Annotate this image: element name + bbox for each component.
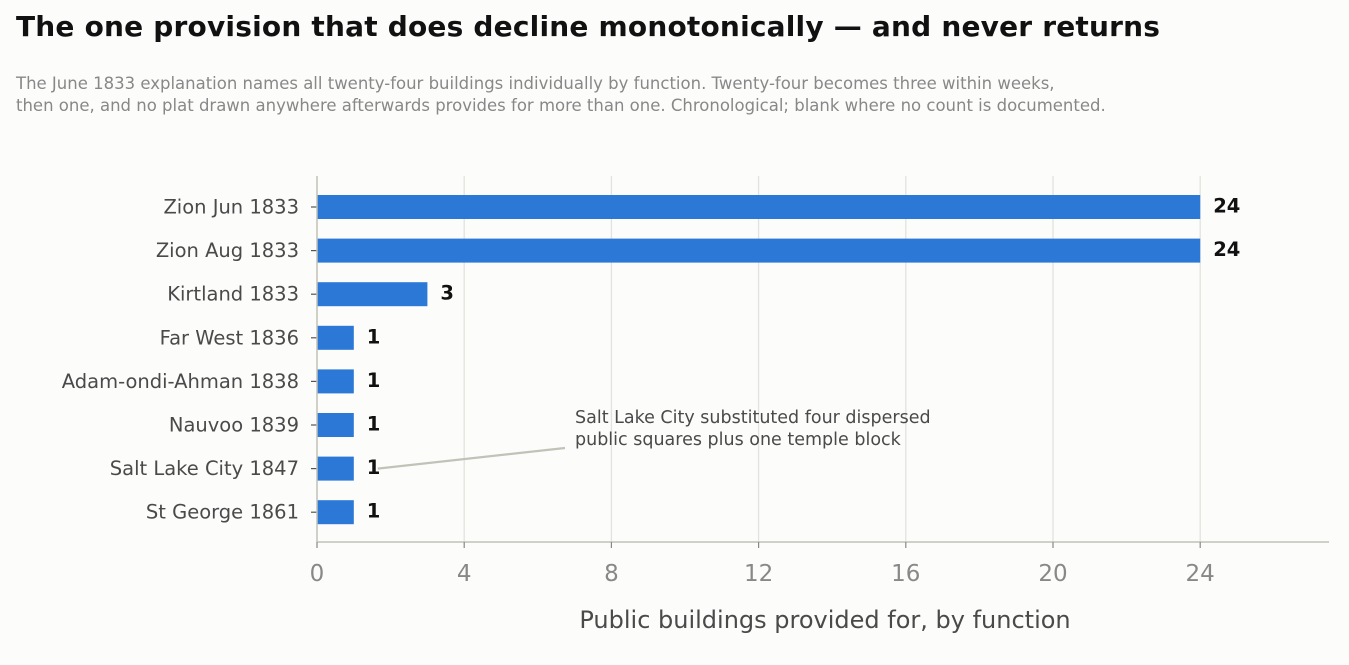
labels: Zion Jun 1833 24 Zion Aug 1833 24 Kirtland 1…	[62, 195, 1241, 635]
annotation-text-line: public squares plus one temple block	[575, 430, 902, 450]
category-label: St George 1861	[146, 501, 299, 524]
category-label: Salt Lake City 1847	[110, 457, 299, 480]
bar	[317, 195, 1201, 219]
bar	[317, 282, 428, 307]
x-tick-label: 4	[457, 561, 472, 587]
chart-title: The one provision that does decline mono…	[16, 10, 1161, 43]
annotation-leader-line	[377, 446, 566, 470]
bar	[317, 325, 354, 350]
bar	[317, 500, 354, 525]
grid-lines	[463, 176, 1201, 542]
bar	[317, 456, 354, 481]
value-label: 24	[1213, 238, 1240, 261]
bar	[317, 238, 1201, 263]
x-tick-label: 20	[1038, 561, 1067, 587]
subtitle-line-2: then one, and no plat drawn anywhere aft…	[16, 96, 1106, 115]
category-label: Zion Aug 1833	[156, 239, 299, 262]
bar	[317, 369, 354, 394]
axes	[311, 176, 1329, 548]
bars	[317, 195, 1201, 525]
value-label: 1	[367, 413, 381, 436]
value-label: 1	[367, 456, 381, 479]
category-label: Nauvoo 1839	[169, 414, 299, 437]
value-label: 3	[440, 282, 454, 305]
annotation-text-line: Salt Lake City substituted four disperse…	[575, 408, 931, 428]
x-tick-label: 12	[744, 561, 773, 587]
chart-subtitle: The June 1833 explanation names all twen…	[16, 73, 1106, 117]
value-label: 1	[367, 369, 381, 392]
category-label: Adam-ondi-Ahman 1838	[62, 370, 299, 393]
annotation: Salt Lake City substituted four disperse…	[377, 408, 931, 470]
subtitle-line-1: The June 1833 explanation names all twen…	[16, 74, 1055, 93]
x-tick-label: 8	[604, 561, 619, 587]
category-label: Kirtland 1833	[167, 283, 299, 306]
value-label: 1	[367, 325, 381, 348]
bar	[317, 413, 354, 437]
x-tick-label: 16	[891, 561, 920, 587]
x-axis-title: Public buildings provided for, by functi…	[579, 606, 1070, 634]
x-tick-label: 24	[1186, 561, 1215, 587]
value-label: 24	[1213, 195, 1240, 218]
category-label: Zion Jun 1833	[163, 196, 299, 219]
category-label: Far West 1836	[160, 326, 299, 349]
value-label: 1	[367, 500, 381, 523]
x-tick-label: 0	[310, 561, 325, 587]
